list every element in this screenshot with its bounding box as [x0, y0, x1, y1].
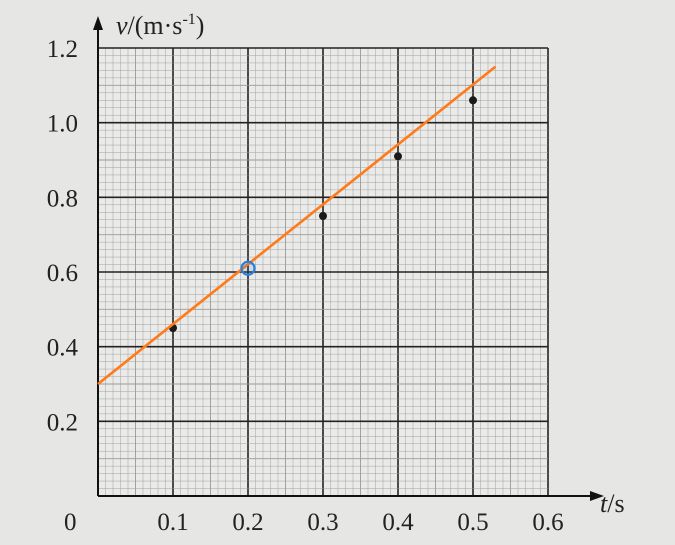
x-axis-label: t/s — [600, 489, 625, 518]
data-point — [394, 152, 402, 161]
highlighted-point — [240, 260, 256, 276]
chart-marks — [97, 65, 497, 386]
x-tick-label: 0.6 — [532, 509, 563, 536]
y-tick-label: 0.6 — [47, 260, 78, 287]
y-tick-label: 0.8 — [47, 185, 78, 212]
x-tick-label: 0.5 — [457, 509, 488, 536]
y-axis-label: v/(m·s-1) — [116, 11, 204, 40]
x-tick-label: 0.2 — [232, 509, 263, 536]
y-tick-label: 0.4 — [47, 335, 79, 362]
y-tick-label: 1.0 — [47, 111, 78, 138]
y-axis-arrow — [93, 16, 103, 30]
x-axis-arrow — [590, 491, 604, 501]
axes — [93, 16, 604, 501]
y-tick-label: 1.2 — [47, 36, 78, 63]
origin-label: 0 — [64, 509, 77, 536]
fit-line — [97, 65, 497, 386]
y-tick-label: 0.2 — [47, 409, 78, 436]
tick-labels: 0.1 0.2 0.3 0.4 0.5 0.6 0.2 0.4 0.6 0.8 1.0 1.2 — [47, 36, 564, 536]
x-tick-label: 0.3 — [307, 509, 338, 536]
data-point — [319, 212, 327, 220]
x-tick-label: 0.4 — [382, 509, 414, 536]
x-tick-label: 0.1 — [157, 509, 188, 536]
data-point — [469, 96, 477, 105]
grid — [97, 47, 549, 497]
